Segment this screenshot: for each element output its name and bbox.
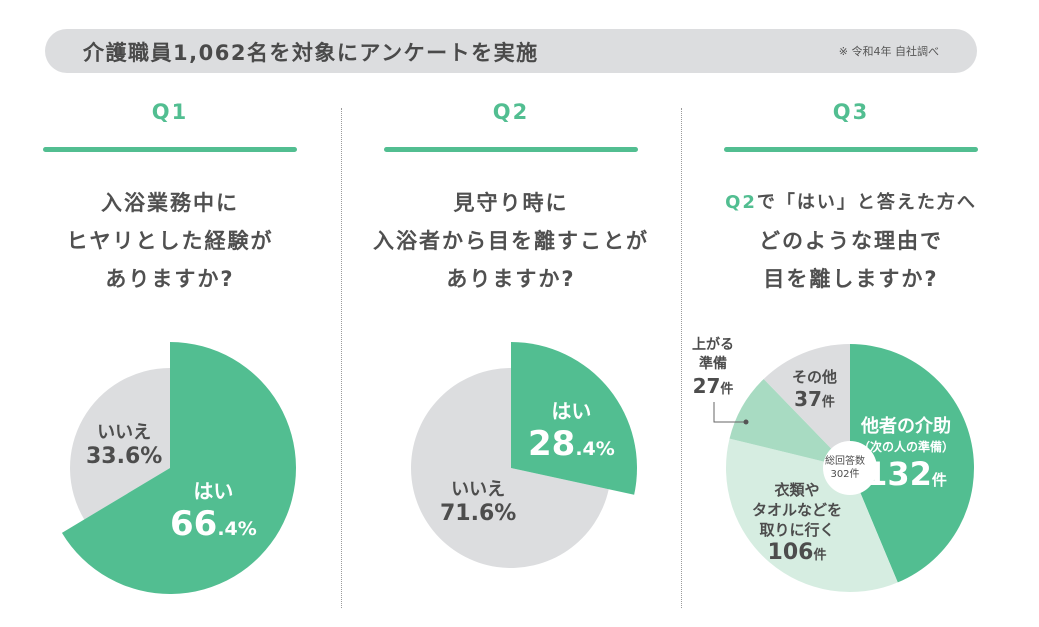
column-divider: [341, 108, 342, 608]
survey-banner: 介護職員1,062名を対象にアンケートを実施 ※ 令和4年 自社調べ: [45, 29, 977, 73]
question-column-q3: Q3 Q2で「はい」と答えた方へ どのような理由で 目を離しますか?: [701, 100, 1001, 298]
slice-unit: 件: [821, 395, 835, 410]
slice-unit: 件: [813, 548, 827, 563]
slice-name-line: タオルなどを: [752, 501, 843, 519]
slice-label-no: いいえ 71.6%: [440, 475, 516, 526]
total-value: 302件: [830, 469, 860, 480]
question-line-text: で「はい」と答えた方へ: [756, 192, 977, 213]
question-text: Q2で「はい」と答えた方へ どのような理由で 目を離しますか?: [701, 184, 1001, 298]
pie-chart-q1: [61, 342, 296, 594]
pie-slice-3: [763, 344, 850, 468]
slice-value: 37: [794, 387, 822, 411]
slice-name: いいえ: [451, 479, 506, 500]
slice-value-int: 66: [170, 504, 218, 544]
slice-sub: （次の人の準備）: [858, 440, 955, 454]
question-label: Q3: [832, 100, 870, 124]
question-line: ありますか?: [105, 267, 235, 291]
question-rule: [724, 147, 978, 152]
slice-value: 71.6%: [440, 501, 517, 526]
total-label: 総回答数: [825, 456, 865, 467]
pie-slice-1: [411, 367, 609, 568]
slice-value: 106: [767, 540, 814, 565]
pie-slice-1: [726, 438, 898, 592]
slice-name: いいえ: [97, 422, 152, 443]
slice-name-line: 衣類や: [774, 481, 820, 499]
total-responses: 総回答数 302件: [825, 455, 865, 481]
slice-name: 他者の介助: [861, 416, 951, 437]
question-line: 入浴業務中に: [101, 191, 239, 215]
question-label: Q2: [492, 100, 530, 124]
slice-label-clothes: 衣類や タオルなどを 取りに行く 106件: [752, 480, 842, 569]
slice-value-dec: .4%: [575, 438, 615, 460]
slice-name-line: 取りに行く: [759, 521, 835, 539]
question-line: ありますか?: [446, 267, 576, 291]
question-ref: Q2: [725, 192, 757, 213]
leader-dot: [743, 419, 749, 425]
slice-name: はい: [551, 399, 592, 423]
question-line: 見守り時に: [453, 191, 569, 215]
slice-value: 27: [692, 374, 721, 398]
question-label: Q1: [151, 100, 189, 124]
question-column-q1: Q1 入浴業務中に ヒヤリとした経験が ありますか?: [20, 100, 320, 298]
slice-name: はい: [193, 479, 234, 503]
question-text: 見守り時に 入浴者から目を離すことが ありますか?: [361, 184, 661, 298]
question-column-q2: Q2 見守り時に 入浴者から目を離すことが ありますか?: [361, 100, 661, 298]
question-rule: [43, 147, 297, 152]
slice-label-other: その他 37件: [792, 366, 837, 414]
question-rule: [384, 147, 638, 152]
slice-label-no: いいえ 33.6%: [86, 418, 162, 469]
slice-unit: 件: [720, 382, 734, 397]
question-line: Q2で「はい」と答えた方へ: [701, 184, 1001, 222]
slice-label-yes: はい 66.4%: [170, 475, 257, 544]
question-line: 目を離しますか?: [763, 267, 939, 291]
pie-slice-1: [70, 367, 170, 520]
pie-chart-q3: [726, 344, 974, 592]
question-line: 入浴者から目を離すことが: [373, 229, 649, 253]
pie-slice-2: [729, 378, 850, 468]
slice-name-line: 準備: [699, 356, 727, 372]
slice-label-prep: 上がる 準備 27件: [692, 336, 734, 402]
slice-unit: 件: [931, 471, 947, 489]
slice-value-dec: .4%: [217, 518, 257, 540]
slice-value-int: 28: [528, 424, 576, 464]
question-line: どのような理由で: [759, 229, 943, 253]
slice-value: 132: [865, 455, 932, 493]
slice-name: その他: [792, 368, 838, 386]
pie-slice-0: [511, 342, 637, 495]
leader-line: [713, 402, 746, 423]
slice-label-yes: はい 28.4%: [528, 395, 615, 464]
pie-slice-0: [61, 342, 296, 594]
banner-note: ※ 令和4年 自社調べ: [838, 45, 939, 58]
pie-chart-q2: [411, 342, 637, 568]
slice-value: 33.6%: [86, 444, 163, 469]
slice-label-assist: 他者の介助 （次の人の準備） 132件: [858, 412, 954, 493]
banner-title: 介護職員1,062名を対象にアンケートを実施: [83, 41, 539, 65]
center-hole: [823, 441, 877, 495]
question-text: 入浴業務中に ヒヤリとした経験が ありますか?: [20, 184, 320, 298]
slice-name-line: 上がる: [692, 337, 734, 353]
question-line: ヒヤリとした経験が: [66, 229, 274, 253]
column-divider: [681, 108, 682, 608]
pie-slice-0: [850, 344, 974, 583]
